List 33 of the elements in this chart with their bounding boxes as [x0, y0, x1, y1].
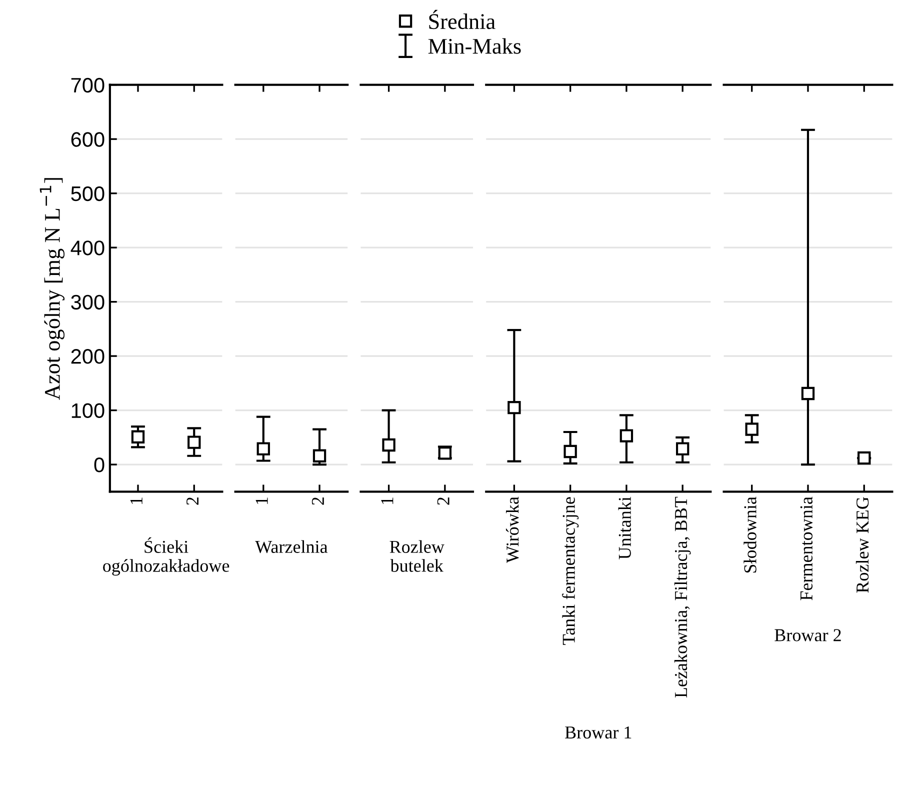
point — [564, 444, 577, 458]
x-axis-title: Ścieki ogólnozakładowe — [103, 537, 230, 576]
y-axis-title: Azot ogólny [mg N L$^{−1}$] — [40, 178, 64, 400]
y-tick-label: 0 — [94, 458, 104, 472]
x-tick-label: Fermentownia — [800, 496, 813, 600]
y-tick-label: 500 — [71, 186, 104, 202]
point — [676, 442, 690, 456]
x-tick-label: 2 — [312, 498, 324, 505]
x-axis-title: Rozlew butelek — [390, 540, 444, 572]
x-axis-title: Browar 2 — [774, 629, 841, 642]
text: Min-Maks — [428, 38, 521, 54]
x-axis-title: Warzelnia — [255, 540, 328, 554]
x-tick-label: 1 — [381, 498, 394, 504]
x-tick-label: Słodownia — [744, 496, 756, 573]
x-tick-label: Wirówka — [506, 496, 519, 563]
x-tick-label: 2 — [186, 498, 198, 505]
point — [508, 400, 521, 414]
y-tick-label: 700 — [71, 78, 104, 93]
legend-label: Średnia — [429, 10, 496, 30]
y-tick-label: 100 — [72, 403, 104, 418]
x-tick-label: Tanki fermentacyjne — [562, 497, 579, 645]
x-tick-label: 1 — [256, 498, 268, 504]
y-tick-label: 400 — [70, 240, 104, 256]
y-tick-label: 200 — [71, 349, 104, 364]
x-tick-label: Rozlew KEG — [856, 497, 869, 593]
x-axis-title: Browar 1 — [565, 726, 632, 739]
x-tick-label: 2 — [437, 498, 450, 505]
point — [620, 429, 634, 442]
x-tick-label: Leżakownia, Filtracja, BBT — [674, 496, 691, 698]
y-tick-label: 600 — [71, 132, 104, 147]
x-tick-label: 1 — [130, 498, 142, 504]
x-tick-label: Unitanki — [618, 496, 631, 560]
y-tick-label: 300 — [71, 294, 104, 310]
